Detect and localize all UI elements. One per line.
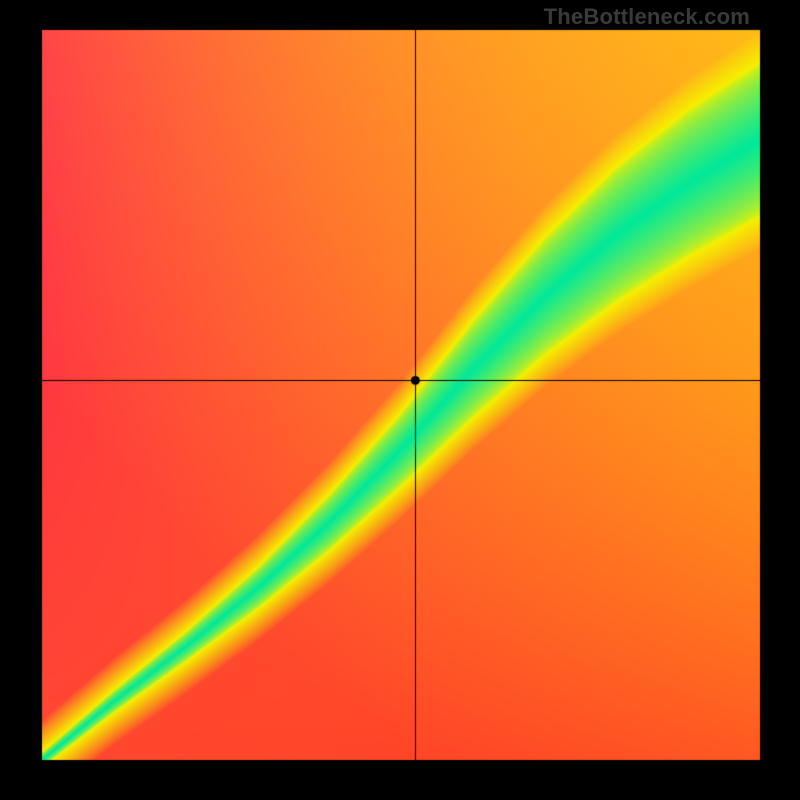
heatmap-canvas [0, 0, 800, 800]
chart-container: TheBottleneck.com [0, 0, 800, 800]
watermark-text: TheBottleneck.com [544, 4, 750, 30]
